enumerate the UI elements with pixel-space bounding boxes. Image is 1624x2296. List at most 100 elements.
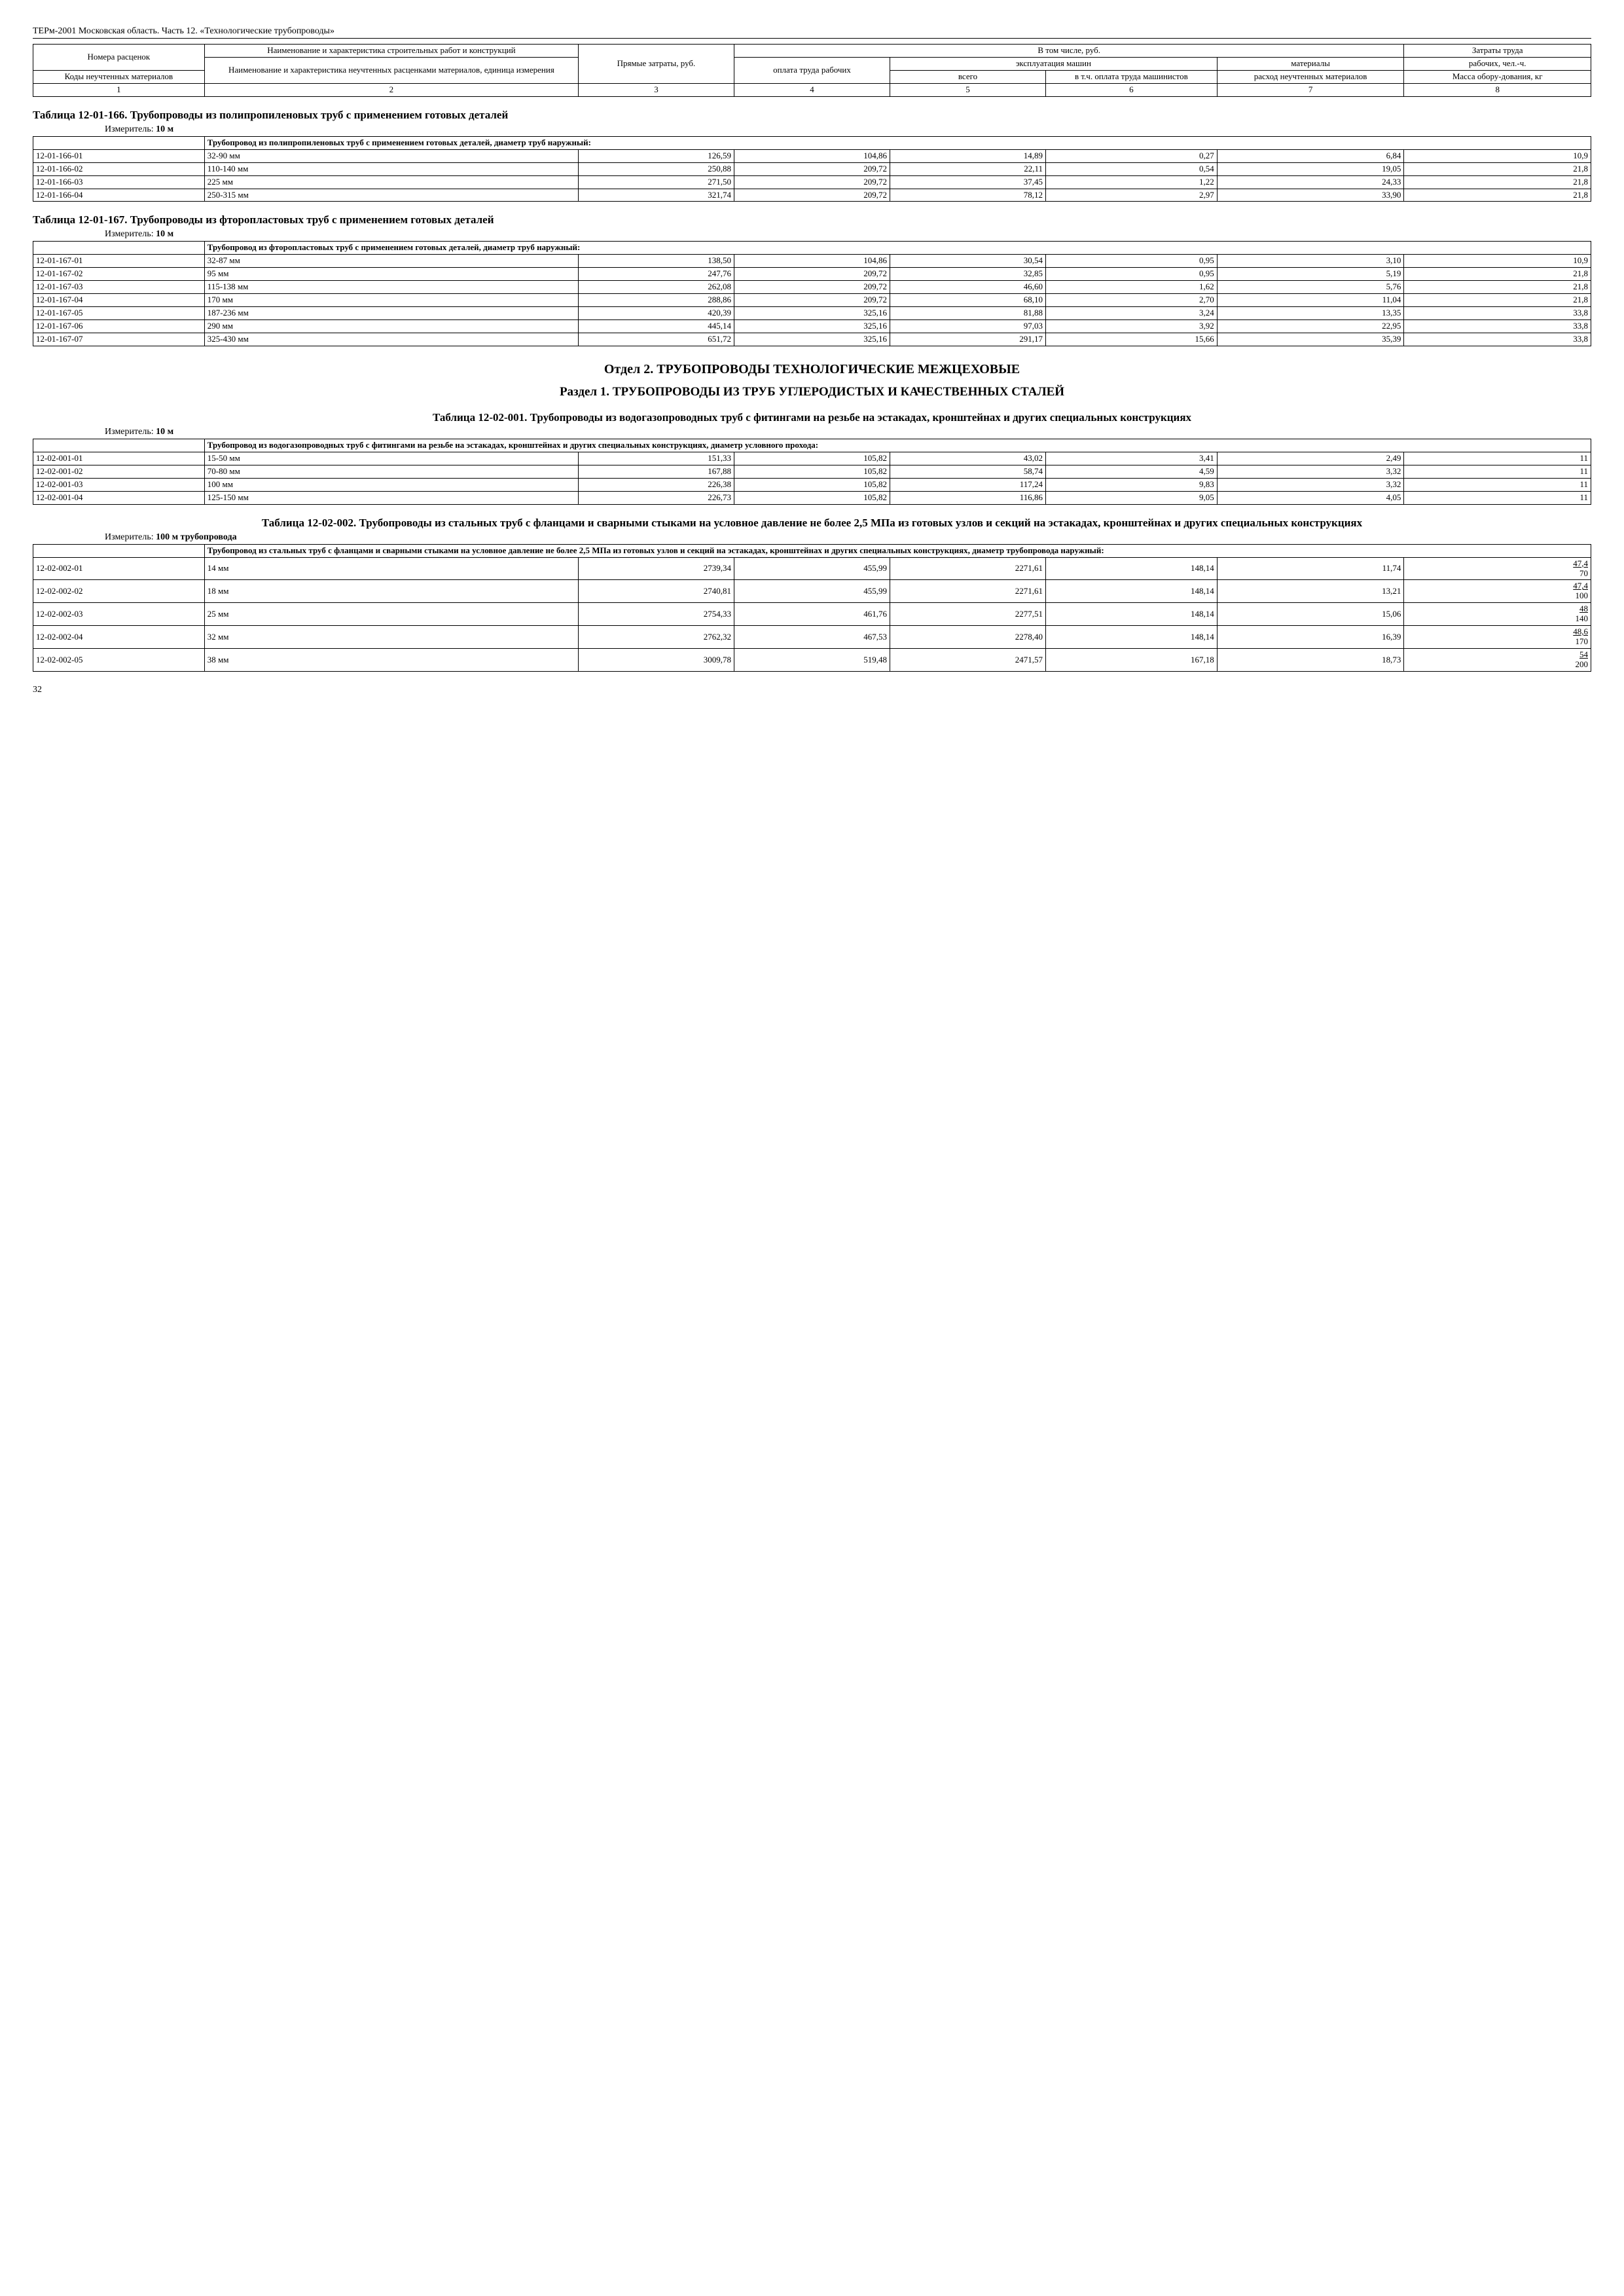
page-number: 32 bbox=[33, 685, 1591, 695]
row-code: 12-01-166-04 bbox=[33, 189, 205, 202]
row-c3: 167,88 bbox=[578, 465, 734, 478]
row-c4: 519,48 bbox=[734, 649, 890, 672]
row-c7: 24,33 bbox=[1217, 175, 1404, 189]
table-row: 12-02-002-0432 мм2762,32467,532278,40148… bbox=[33, 626, 1591, 649]
row-code: 12-02-001-01 bbox=[33, 452, 205, 465]
row-c8: 11 bbox=[1404, 452, 1591, 465]
row-c7: 6,84 bbox=[1217, 149, 1404, 162]
row-c8: 11 bbox=[1404, 491, 1591, 504]
t166-meas-label: Измеритель: bbox=[105, 124, 156, 134]
row-c7: 22,95 bbox=[1217, 320, 1404, 333]
t002-measurer: Измеритель: 100 м трубопровода bbox=[105, 532, 1591, 543]
row-code: 12-01-167-06 bbox=[33, 320, 205, 333]
row-c8: 47,470 bbox=[1404, 557, 1591, 580]
row-c6: 148,14 bbox=[1045, 580, 1217, 603]
row-c4: 209,72 bbox=[734, 189, 890, 202]
row-c4: 209,72 bbox=[734, 175, 890, 189]
t001-measurer: Измеритель: 10 м bbox=[105, 427, 1591, 437]
row-c4: 455,99 bbox=[734, 580, 890, 603]
t002-empty bbox=[33, 544, 205, 557]
t166-empty bbox=[33, 136, 205, 149]
row-c6: 1,62 bbox=[1045, 281, 1217, 294]
table-row: 12-01-166-02110-140 мм250,88209,7222,110… bbox=[33, 162, 1591, 175]
row-c6: 0,95 bbox=[1045, 255, 1217, 268]
row-name: 125-150 мм bbox=[204, 491, 578, 504]
row-c7: 3,32 bbox=[1217, 478, 1404, 491]
t166-meas-val: 10 м bbox=[156, 124, 173, 134]
row-c3: 126,59 bbox=[578, 149, 734, 162]
hdr-col1b: Коды неучтенных материалов bbox=[33, 70, 205, 83]
row-c8: 10,9 bbox=[1404, 149, 1591, 162]
table-row: 12-02-001-0270-80 мм167,88105,8258,744,5… bbox=[33, 465, 1591, 478]
row-c7: 35,39 bbox=[1217, 333, 1404, 346]
row-c5: 291,17 bbox=[890, 333, 1045, 346]
row-c8: 21,8 bbox=[1404, 175, 1591, 189]
row-c3: 138,50 bbox=[578, 255, 734, 268]
row-c3: 288,86 bbox=[578, 294, 734, 307]
row-c3: 247,76 bbox=[578, 268, 734, 281]
row-code: 12-01-167-01 bbox=[33, 255, 205, 268]
row-c5: 116,86 bbox=[890, 491, 1045, 504]
row-c7: 5,76 bbox=[1217, 281, 1404, 294]
hdr-col8b: рабочих, чел.-ч. bbox=[1404, 57, 1591, 70]
row-name: 250-315 мм bbox=[204, 189, 578, 202]
row-c5: 37,45 bbox=[890, 175, 1045, 189]
row-c7: 19,05 bbox=[1217, 162, 1404, 175]
table-row: 12-02-002-0538 мм3009,78519,482471,57167… bbox=[33, 649, 1591, 672]
row-c6: 167,18 bbox=[1045, 649, 1217, 672]
row-c3: 226,73 bbox=[578, 491, 734, 504]
row-code: 12-01-167-04 bbox=[33, 294, 205, 307]
hdr-group: В том числе, руб. bbox=[734, 45, 1403, 58]
section-heading-b: Раздел 1. ТРУБОПРОВОДЫ ИЗ ТРУБ УГЛЕРОДИС… bbox=[33, 385, 1591, 399]
table-row: 12-01-166-03225 мм271,50209,7237,451,222… bbox=[33, 175, 1591, 189]
row-c5: 22,11 bbox=[890, 162, 1045, 175]
hdr-col1: Номера расценок bbox=[33, 45, 205, 71]
row-c4: 105,82 bbox=[734, 491, 890, 504]
table-row: 12-01-167-04170 мм288,86209,7268,102,701… bbox=[33, 294, 1591, 307]
row-c6: 148,14 bbox=[1045, 603, 1217, 626]
colnum-1: 1 bbox=[33, 83, 205, 96]
row-c7: 16,39 bbox=[1217, 626, 1404, 649]
row-c7: 18,73 bbox=[1217, 649, 1404, 672]
row-c3: 271,50 bbox=[578, 175, 734, 189]
row-code: 12-01-167-02 bbox=[33, 268, 205, 281]
t001-meas-label: Измеритель: bbox=[105, 427, 156, 437]
row-c5: 58,74 bbox=[890, 465, 1045, 478]
row-name: 170 мм bbox=[204, 294, 578, 307]
row-code: 12-02-002-03 bbox=[33, 603, 205, 626]
row-name: 38 мм bbox=[204, 649, 578, 672]
row-c7: 4,05 bbox=[1217, 491, 1404, 504]
row-code: 12-01-167-05 bbox=[33, 307, 205, 320]
t167-measurer: Измеритель: 10 м bbox=[105, 229, 1591, 240]
row-code: 12-02-002-01 bbox=[33, 557, 205, 580]
hdr-col2b: Наименование и характеристика неучтенных… bbox=[204, 57, 578, 83]
t167-meas-val: 10 м bbox=[156, 229, 173, 239]
row-name: 70-80 мм bbox=[204, 465, 578, 478]
row-c6: 0,54 bbox=[1045, 162, 1217, 175]
row-code: 12-01-167-03 bbox=[33, 281, 205, 294]
row-name: 95 мм bbox=[204, 268, 578, 281]
row-c6: 2,97 bbox=[1045, 189, 1217, 202]
row-code: 12-02-002-02 bbox=[33, 580, 205, 603]
row-c8: 21,8 bbox=[1404, 281, 1591, 294]
row-name: 100 мм bbox=[204, 478, 578, 491]
document-header: ТЕРм-2001 Московская область. Часть 12. … bbox=[33, 26, 1591, 39]
row-c6: 9,05 bbox=[1045, 491, 1217, 504]
row-c4: 325,16 bbox=[734, 333, 890, 346]
row-c6: 3,24 bbox=[1045, 307, 1217, 320]
row-c5: 81,88 bbox=[890, 307, 1045, 320]
row-c5: 2278,40 bbox=[890, 626, 1045, 649]
t002-meas-val: 100 м трубопровода bbox=[156, 532, 236, 542]
table-row: 12-02-001-03100 мм226,38105,82117,249,83… bbox=[33, 478, 1591, 491]
row-c7: 11,74 bbox=[1217, 557, 1404, 580]
row-name: 225 мм bbox=[204, 175, 578, 189]
colnum-5: 5 bbox=[890, 83, 1045, 96]
colnum-3: 3 bbox=[578, 83, 734, 96]
colnum-2: 2 bbox=[204, 83, 578, 96]
hdr-col6: в т.ч. оплата труда машинистов bbox=[1045, 70, 1217, 83]
row-name: 25 мм bbox=[204, 603, 578, 626]
row-c5: 2271,61 bbox=[890, 557, 1045, 580]
row-c5: 2277,51 bbox=[890, 603, 1045, 626]
table-row: 12-02-002-0218 мм2740,81455,992271,61148… bbox=[33, 580, 1591, 603]
row-c5: 2271,61 bbox=[890, 580, 1045, 603]
